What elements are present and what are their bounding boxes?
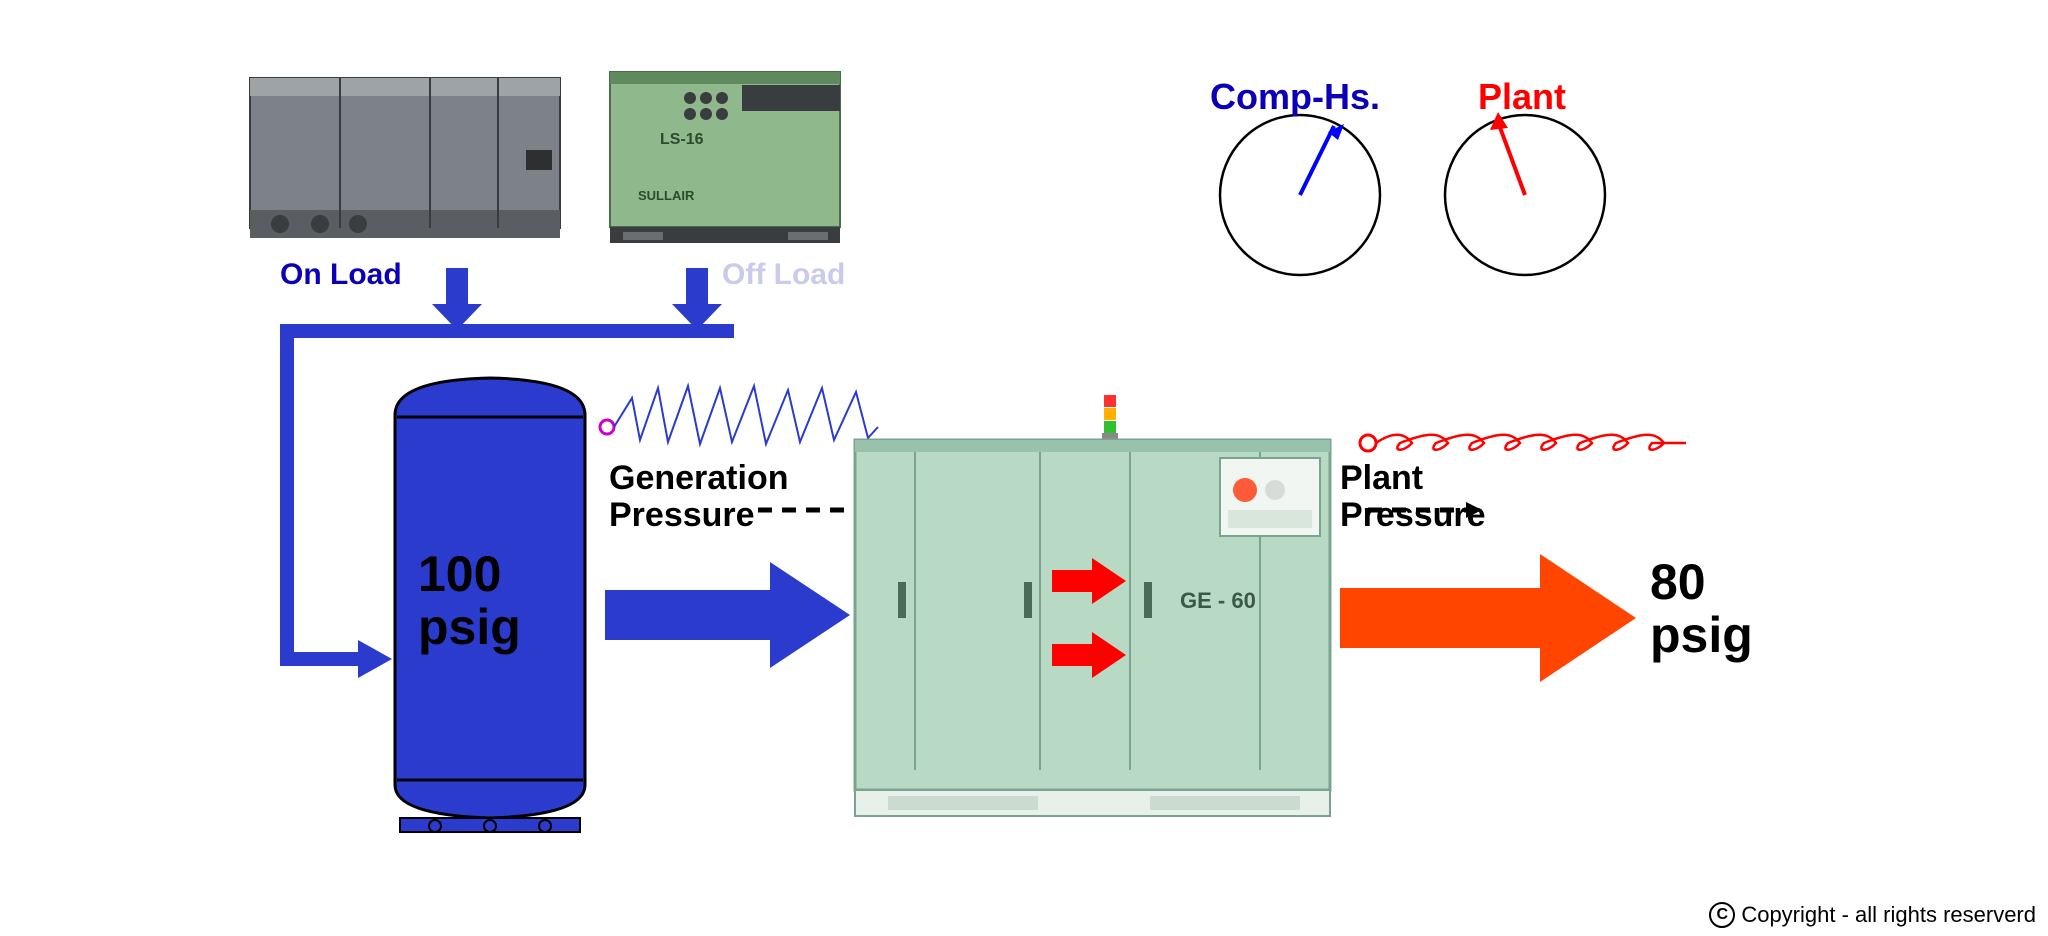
plant-pressure-label: Plant Pressure [1340, 460, 1486, 535]
sullair-label: SULLAIR [638, 188, 695, 203]
pipe-horizontal [280, 324, 734, 338]
copyright-notice: C Copyright - all rights reserverd [1709, 902, 2036, 928]
down-arrow-left [432, 268, 482, 330]
on-load-label: On Load [280, 258, 402, 292]
ge-model-label: GE - 60 [1180, 588, 1256, 613]
copyright-icon: C [1709, 902, 1735, 928]
ls16-label: LS-16 [660, 131, 704, 148]
pipe-vertical [280, 324, 294, 660]
copyright-text: Copyright - all rights reserverd [1741, 902, 2036, 928]
green-compressor-small: LS-16 SULLAIR [610, 72, 840, 243]
comp-hs-title: Comp-Hs. [1210, 76, 1380, 118]
big-orange-arrow [1340, 554, 1636, 682]
pipe-to-tank-arrow [358, 640, 392, 678]
tank-pressure-number: 100 [418, 546, 501, 602]
big-blue-arrow [605, 562, 850, 668]
plant-title: Plant [1478, 76, 1566, 118]
pipe-to-tank [280, 652, 360, 666]
gray-compressor [250, 78, 560, 238]
gen-pressure-l2: Pressure [609, 496, 755, 534]
generation-pressure-label: Generation Pressure [609, 460, 788, 535]
plant-pressure-l1: Plant [1340, 459, 1423, 497]
down-arrow-right [672, 268, 722, 330]
diagram-canvas: LS-16 SULLAIR [0, 0, 2048, 936]
plant-pressure-l2: Pressure [1340, 496, 1486, 534]
output-pressure-number: 80 [1650, 554, 1706, 610]
gauge-plant [1445, 112, 1605, 275]
tank-pressure-unit: psig [418, 599, 521, 655]
gen-pressure-l1: Generation [609, 459, 788, 497]
generation-waveform [600, 386, 878, 444]
gauge-comp-hs [1220, 115, 1380, 275]
tank-pressure-value: 100 psig [418, 548, 521, 653]
output-pressure-value: 80 psig [1650, 556, 1753, 661]
output-pressure-unit: psig [1650, 607, 1753, 663]
ge-60-unit: GE - 60 [855, 395, 1330, 816]
off-load-label: Off Load [722, 258, 845, 292]
plant-waveform [1360, 435, 1686, 451]
